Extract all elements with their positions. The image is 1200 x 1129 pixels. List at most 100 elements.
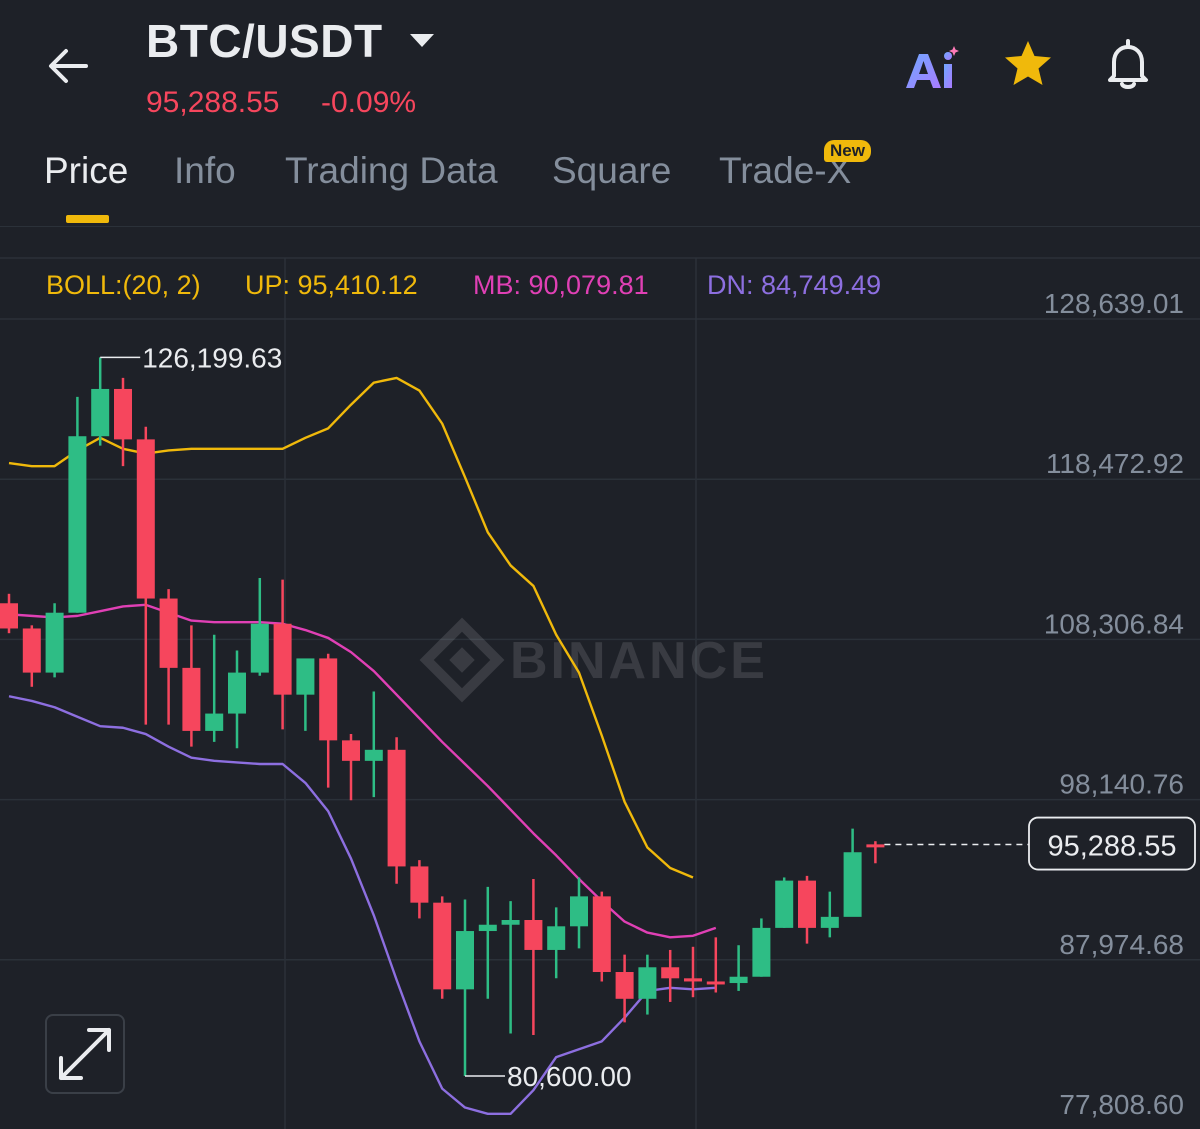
candle <box>273 579 292 730</box>
candle <box>410 860 429 919</box>
boll-dn-line <box>8 695 716 1116</box>
binance-logo-icon <box>419 617 505 703</box>
boll-up-value: UP: 95,410.12 <box>245 270 418 300</box>
candle <box>250 578 269 676</box>
candle-body <box>387 749 406 867</box>
candle-body <box>592 896 611 973</box>
boll-mb-value: MB: 90,079.81 <box>473 270 649 300</box>
fullscreen-button[interactable] <box>45 1014 125 1094</box>
boll-dn-value: DN: 84,749.49 <box>707 270 882 300</box>
candle <box>729 945 748 991</box>
candle-body <box>524 920 543 950</box>
candle <box>706 937 725 993</box>
candle-body <box>570 896 588 927</box>
candle-body <box>296 658 315 695</box>
candle-body <box>547 926 566 950</box>
high-price-marker-label: 126,199.63 <box>142 342 282 373</box>
candle <box>684 946 702 998</box>
candle-body <box>410 866 429 903</box>
candle-body <box>68 436 87 613</box>
candle-body <box>22 628 41 673</box>
candle-body <box>729 976 748 984</box>
ai-icon[interactable] <box>902 44 960 92</box>
candle <box>820 891 839 938</box>
candle <box>159 589 178 725</box>
candle <box>205 634 224 742</box>
candle <box>866 841 885 864</box>
current-price-label: 95,288.55 <box>1047 831 1176 863</box>
bell-icon[interactable] <box>1100 36 1156 92</box>
candle <box>501 901 520 1034</box>
candle <box>661 949 680 1002</box>
new-badge: New <box>824 140 871 162</box>
candle <box>342 734 360 801</box>
candle-body <box>273 623 292 695</box>
candle <box>433 896 452 999</box>
candle <box>319 653 338 788</box>
candle-body <box>228 672 246 714</box>
active-tab-indicator <box>66 215 109 223</box>
header-divider <box>0 226 1200 227</box>
candle-body <box>205 713 224 731</box>
candle <box>570 877 588 949</box>
candle <box>45 603 64 678</box>
pair-title[interactable]: BTC/USDT <box>146 15 383 67</box>
candle-body <box>433 902 452 990</box>
candle <box>615 954 634 1023</box>
candle <box>68 396 87 613</box>
low-price-marker-label: 80,600.00 <box>507 1061 632 1092</box>
candle-body <box>478 924 497 932</box>
candle-body <box>843 852 862 917</box>
candle-body <box>319 658 338 741</box>
candle <box>114 377 132 467</box>
expand-icon <box>59 1028 111 1080</box>
candle <box>524 879 543 1036</box>
candle <box>843 828 862 917</box>
tab-info[interactable]: Info <box>174 150 236 191</box>
watermark-text: BINANCE <box>510 632 768 690</box>
y-axis-tick-label: 87,974.68 <box>1059 929 1184 960</box>
candle-body <box>752 927 771 977</box>
candle-body <box>684 978 702 982</box>
candle <box>638 954 657 1015</box>
candle-body <box>91 388 110 437</box>
candle <box>136 426 155 725</box>
candle-body <box>706 981 725 985</box>
candle <box>0 593 18 634</box>
candle <box>547 907 566 979</box>
candle-body <box>182 667 201 731</box>
candle <box>22 625 41 687</box>
candle-body <box>364 749 383 761</box>
candle <box>456 899 474 1077</box>
pair-dropdown-icon[interactable] <box>410 34 434 47</box>
candle-body <box>661 967 680 979</box>
y-axis-tick-label: 128,639.01 <box>1044 288 1184 319</box>
tab-trading-data[interactable]: Trading Data <box>285 150 498 191</box>
candle-body <box>820 916 839 928</box>
tab-price[interactable]: Price <box>44 150 129 191</box>
candle <box>798 875 816 944</box>
y-axis-tick-label: 98,140.76 <box>1059 769 1184 800</box>
candle-body <box>638 967 657 999</box>
candle-body <box>456 931 474 990</box>
candle <box>364 691 383 798</box>
back-arrow-icon[interactable] <box>44 40 96 92</box>
candle <box>296 658 315 731</box>
star-icon[interactable] <box>1002 38 1054 90</box>
current-price-box <box>1028 816 1196 871</box>
last-price: 95,288.55 <box>146 86 280 119</box>
candle <box>478 886 497 999</box>
candle-body <box>0 603 18 629</box>
candle-body <box>342 740 360 761</box>
candle-body <box>615 972 634 999</box>
binance-watermark: BINANCE <box>419 617 768 703</box>
candle-body <box>501 920 520 925</box>
candle <box>752 918 771 977</box>
tab-square[interactable]: Square <box>552 150 672 191</box>
candle-body <box>775 880 794 928</box>
candle-body <box>866 844 885 848</box>
boll-label: BOLL:(20, 2) <box>46 270 201 300</box>
price-change: -0.09% <box>321 86 417 119</box>
candle <box>228 650 246 749</box>
